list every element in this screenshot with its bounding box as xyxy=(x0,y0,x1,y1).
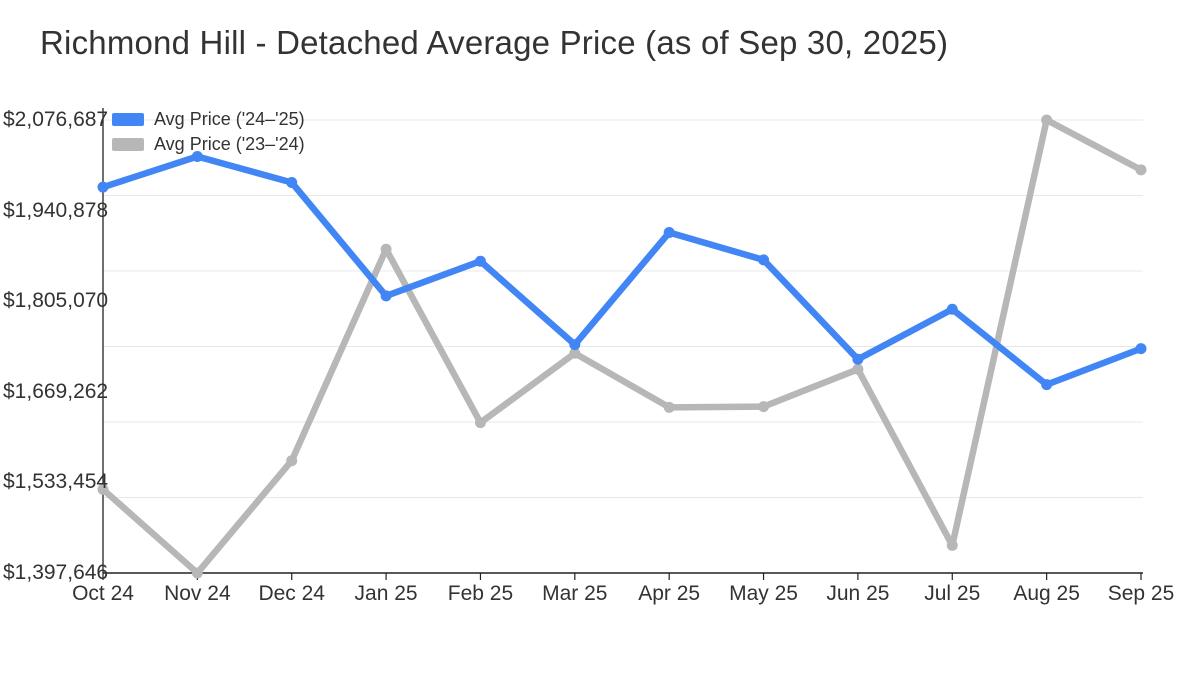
data-point-24-25-may-25[interactable] xyxy=(758,254,770,266)
legend-swatch-gray xyxy=(112,137,144,151)
data-point-24-25-dec-24[interactable] xyxy=(286,177,298,189)
data-point-24-25-jan-25[interactable] xyxy=(380,290,392,302)
legend-label: Avg Price ('24–'25) xyxy=(154,109,305,129)
data-point-24-25-mar-25[interactable] xyxy=(569,339,581,351)
data-point-23-24-nov-24[interactable] xyxy=(191,567,203,579)
data-point-23-24-apr-25[interactable] xyxy=(663,401,675,413)
data-point-23-24-may-25[interactable] xyxy=(758,401,770,413)
series-line-24-25 xyxy=(99,153,1145,388)
legend-item-avg-price-23-24[interactable]: Avg Price ('23–'24) xyxy=(112,133,305,155)
data-point-23-24-oct-24[interactable] xyxy=(97,483,109,495)
data-point-24-25-nov-24[interactable] xyxy=(191,150,203,162)
data-point-24-25-apr-25[interactable] xyxy=(663,227,675,239)
data-point-24-25-oct-24[interactable] xyxy=(97,181,109,193)
data-point-23-24-jan-25[interactable] xyxy=(380,243,392,255)
data-point-24-25-sep-25[interactable] xyxy=(1135,343,1147,355)
legend-swatch-blue xyxy=(112,112,144,126)
legend: Avg Price ('24–'25) Avg Price ('23–'24) xyxy=(112,108,305,155)
data-point-23-24-aug-25[interactable] xyxy=(1041,114,1053,126)
data-point-23-24-jul-25[interactable] xyxy=(946,539,958,551)
data-point-24-25-jul-25[interactable] xyxy=(946,303,958,315)
chart-title: Richmond Hill - Detached Average Price (… xyxy=(40,24,949,61)
data-point-23-24-feb-25[interactable] xyxy=(474,417,486,429)
data-point-23-24-jun-25[interactable] xyxy=(852,363,864,375)
data-point-24-25-jun-25[interactable] xyxy=(852,353,864,365)
legend-label: Avg Price ('23–'24) xyxy=(154,134,305,154)
data-point-24-25-aug-25[interactable] xyxy=(1041,379,1053,391)
data-point-24-25-feb-25[interactable] xyxy=(474,255,486,267)
data-point-23-24-sep-25[interactable] xyxy=(1135,164,1147,176)
data-point-23-24-mar-25[interactable] xyxy=(569,347,581,359)
data-point-23-24-dec-24[interactable] xyxy=(286,455,298,467)
series-line-23-24 xyxy=(99,116,1145,577)
legend-item-avg-price-24-25[interactable]: Avg Price ('24–'25) xyxy=(112,108,305,130)
